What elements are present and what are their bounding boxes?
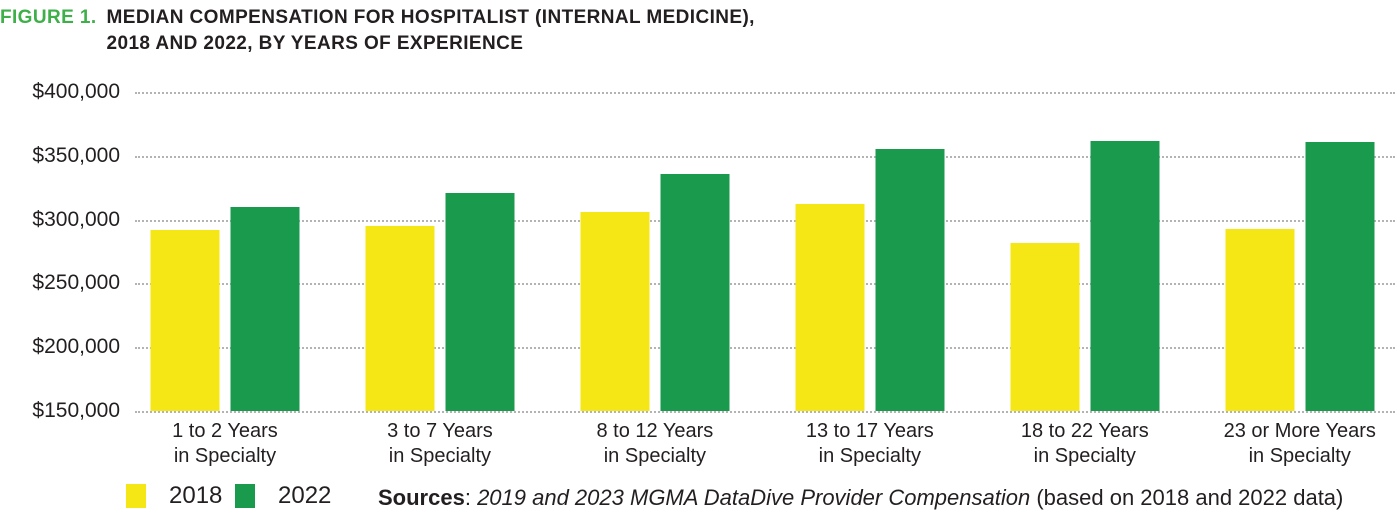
y-axis-label: $300,000: [32, 207, 120, 231]
x-axis-label: 1 to 2 Years in Specialty: [172, 420, 278, 467]
bar-2018-group-4: [795, 204, 865, 411]
y-axis-label: $250,000: [32, 271, 120, 295]
bar-group-4: [795, 92, 945, 411]
source-label: Sources: [378, 485, 465, 510]
bar-2018-group-1: [150, 229, 220, 411]
bar-2018-group-3: [580, 211, 650, 411]
legend-swatch-2022: [235, 483, 255, 508]
bar-group-5: [1010, 92, 1160, 411]
legend-label-2022: 2022: [278, 481, 332, 509]
gridline: [135, 155, 1395, 158]
bar-group-2: [365, 92, 515, 411]
source-separator: :: [464, 485, 478, 510]
plot-area: [135, 92, 1395, 413]
bar-2022-group-5: [1090, 140, 1160, 411]
y-axis-label: $200,000: [32, 335, 120, 359]
bar-group-3: [580, 92, 730, 411]
figure-title-line1: MEDIAN COMPENSATION FOR HOSPITALIST (INT…: [106, 7, 755, 28]
bar-2022-group-6: [1305, 141, 1375, 411]
gridline: [135, 411, 1395, 413]
x-axis-label: 18 to 22 Years in Specialty: [1020, 420, 1149, 467]
bar-2018-group-5: [1010, 242, 1080, 411]
source-note: Sources: 2019 and 2023 MGMA DataDive Pro…: [378, 485, 1343, 511]
gridline: [135, 283, 1395, 286]
x-axis-label: 3 to 7 Years in Specialty: [387, 420, 493, 467]
legend-item-2018: 2018: [126, 481, 223, 509]
gridline: [135, 219, 1395, 222]
y-axis-label: $400,000: [32, 80, 120, 103]
gridline: [135, 92, 1395, 94]
y-axis-labels: $400,000 $350,000 $300,000 $250,000 $200,000…: [0, 80, 120, 422]
x-axis-labels: 1 to 2 Years in Specialty 3 to 7 Years in S…: [135, 419, 1395, 471]
legend-label-2018: 2018: [169, 481, 223, 509]
y-axis-label: $150,000: [32, 399, 120, 422]
bar-group-1: [150, 92, 300, 411]
legend-swatch-2018: [126, 483, 146, 508]
figure-title-text: MEDIAN COMPENSATION FOR HOSPITALIST (INT…: [107, 5, 755, 57]
source-suffix: (based on 2018 and 2022 data): [1030, 485, 1344, 510]
x-axis-label: 13 to 17 Years in Specialty: [805, 420, 934, 467]
bar-2022-group-3: [660, 173, 730, 411]
bar-2018-group-2: [365, 225, 435, 411]
figure-title-line2: 2018 AND 2022, BY YEARS OF EXPERIENCE: [106, 33, 524, 54]
bar-group-6: [1225, 92, 1375, 411]
bar-2022-group-4: [875, 149, 945, 411]
bar-2018-group-6: [1225, 228, 1295, 411]
source-body: 2019 and 2023 MGMA DataDive Provider Com…: [477, 485, 1031, 510]
legend-item-2022: 2022: [235, 481, 332, 509]
gridline: [135, 347, 1395, 350]
figure-number: FIGURE 1.: [0, 7, 97, 28]
y-axis-label: $350,000: [32, 143, 120, 167]
bar-2022-group-2: [445, 192, 515, 411]
bar-2022-group-1: [230, 206, 300, 411]
x-axis-label: 23 or More Years in Specialty: [1223, 420, 1376, 467]
figure-title: FIGURE 1. MEDIAN COMPENSATION FOR HOSPIT…: [0, 5, 755, 57]
x-axis-label: 8 to 12 Years in Specialty: [596, 420, 714, 467]
